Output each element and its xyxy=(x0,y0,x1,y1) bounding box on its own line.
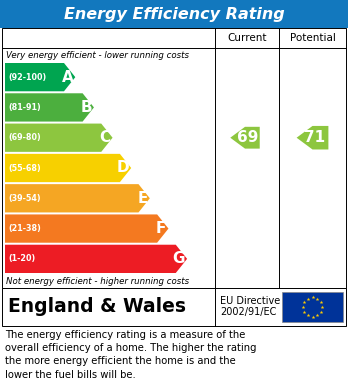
Text: Potential: Potential xyxy=(290,33,335,43)
Bar xyxy=(2,28,346,288)
Bar xyxy=(282,292,343,322)
Polygon shape xyxy=(5,245,187,273)
Text: EU Directive: EU Directive xyxy=(220,296,280,306)
Bar xyxy=(0,0,348,28)
Polygon shape xyxy=(230,127,260,149)
Text: The energy efficiency rating is a measure of the
overall efficiency of a home. T: The energy efficiency rating is a measur… xyxy=(5,330,256,380)
Text: A: A xyxy=(62,70,73,84)
Text: (39-54): (39-54) xyxy=(8,194,41,203)
Text: G: G xyxy=(173,251,185,266)
Text: E: E xyxy=(137,191,148,206)
Text: C: C xyxy=(100,130,111,145)
Text: England & Wales: England & Wales xyxy=(8,298,186,316)
Text: (1-20): (1-20) xyxy=(8,255,35,264)
Polygon shape xyxy=(5,124,112,152)
Text: (21-38): (21-38) xyxy=(8,224,41,233)
Text: 2002/91/EC: 2002/91/EC xyxy=(220,307,276,317)
Text: D: D xyxy=(117,160,129,176)
Polygon shape xyxy=(296,126,329,149)
Polygon shape xyxy=(5,154,131,182)
Polygon shape xyxy=(5,214,168,243)
Text: Current: Current xyxy=(227,33,267,43)
Text: F: F xyxy=(156,221,166,236)
Text: (81-91): (81-91) xyxy=(8,103,41,112)
Text: Not energy efficient - higher running costs: Not energy efficient - higher running co… xyxy=(6,276,189,285)
Text: Very energy efficient - lower running costs: Very energy efficient - lower running co… xyxy=(6,50,189,59)
Text: Energy Efficiency Rating: Energy Efficiency Rating xyxy=(64,7,284,22)
Polygon shape xyxy=(5,93,94,122)
Bar xyxy=(2,288,346,326)
Text: (55-68): (55-68) xyxy=(8,163,41,172)
Text: 71: 71 xyxy=(304,130,325,145)
Text: B: B xyxy=(80,100,92,115)
Text: 69: 69 xyxy=(237,130,258,145)
Polygon shape xyxy=(5,63,75,91)
Text: (69-80): (69-80) xyxy=(8,133,41,142)
Polygon shape xyxy=(5,184,150,212)
Text: (92-100): (92-100) xyxy=(8,73,46,82)
